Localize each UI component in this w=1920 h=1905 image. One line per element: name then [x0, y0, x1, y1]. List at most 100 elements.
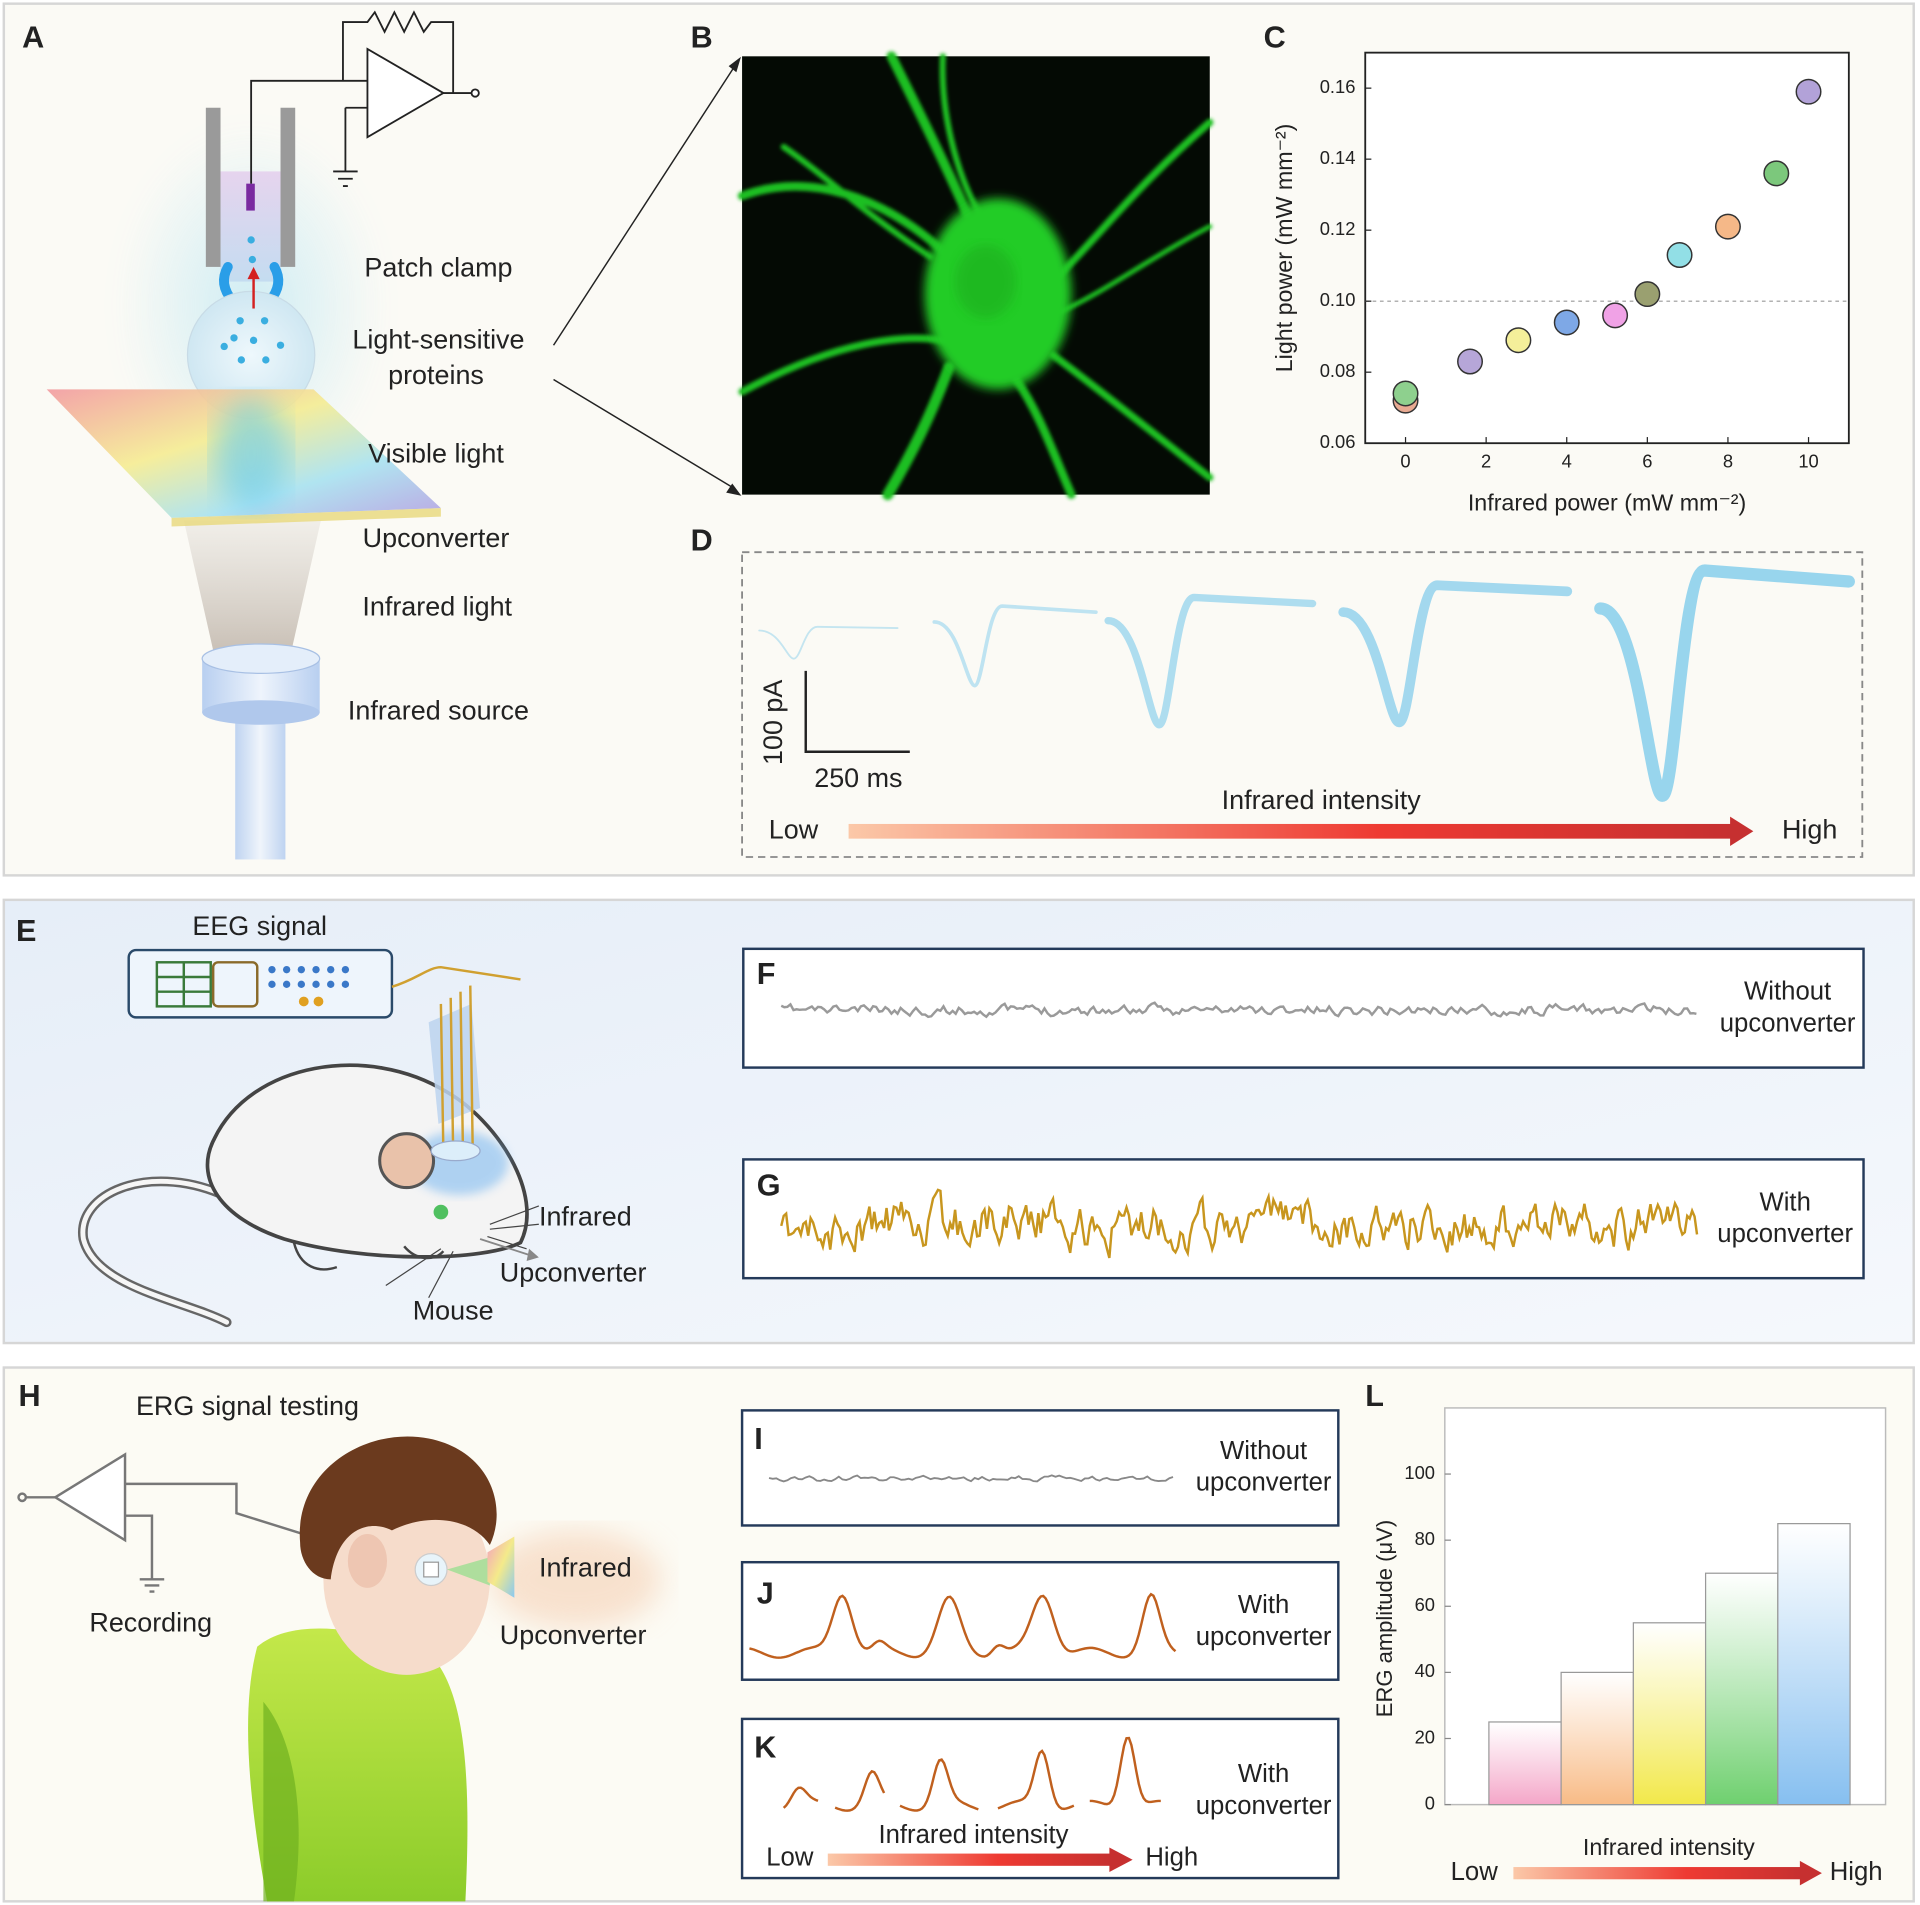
decor-circle [298, 996, 309, 1007]
y-tick-label: 20 [1415, 1726, 1435, 1747]
y-tick-label: 40 [1415, 1660, 1435, 1681]
decor-polygon [526, 1248, 539, 1262]
label: Upconverter [500, 1258, 647, 1288]
point [1602, 302, 1629, 329]
decor-path [156, 962, 211, 1007]
label: Infrared source [348, 696, 529, 726]
erg-trace [1089, 1736, 1161, 1806]
decor-g [220, 236, 285, 364]
decor-path [250, 79, 368, 184]
decor-circle [327, 980, 335, 989]
decor-circle [282, 980, 291, 989]
label: Infrared intensity [1222, 785, 1422, 815]
decor-ellipse [955, 244, 1017, 319]
y-tick-label: 100 [1404, 1462, 1435, 1483]
decor-ellipse [214, 397, 288, 509]
decor-rect [211, 961, 259, 1008]
decor-g [385, 1205, 540, 1299]
current-trace [1104, 593, 1317, 729]
panel-label: L [1365, 1379, 1384, 1413]
point [1634, 281, 1661, 308]
decor-line [489, 1205, 540, 1225]
decor-rect [127, 948, 394, 1019]
decor-circle [237, 356, 246, 364]
decor-circle [327, 965, 335, 974]
erg-trace [782, 1786, 819, 1809]
decor-circle [341, 980, 350, 989]
decor-line [487, 1235, 527, 1250]
panel-d-frame [741, 551, 1864, 858]
decor-path [333, 170, 358, 188]
label: Mouse [413, 1296, 494, 1326]
label: Visible light [368, 439, 504, 469]
decor-ellipse [201, 643, 321, 674]
decor-circle [378, 1132, 436, 1190]
decor-line [553, 378, 733, 488]
point [1795, 78, 1822, 105]
decor-g [268, 965, 350, 989]
legend-text: upconverter [1196, 1623, 1332, 1651]
decor-path [299, 1436, 497, 1580]
decor-circle [282, 965, 291, 974]
label: Upconverter [500, 1620, 647, 1650]
label: Patch clamp [364, 252, 512, 282]
panel-label: C [1264, 20, 1286, 54]
decor-line [552, 65, 736, 346]
legend-text: upconverter [1196, 1469, 1332, 1497]
decor-line [449, 997, 455, 1151]
decor-circle [312, 965, 320, 974]
label: Infrared [539, 1553, 632, 1583]
decor-circle [220, 342, 228, 351]
decor-polygon [171, 508, 441, 527]
decor-polygon [183, 520, 321, 662]
bar [1704, 1572, 1779, 1806]
point [1553, 309, 1580, 336]
decor-rect [235, 710, 286, 860]
panel-j-frame [740, 1560, 1340, 1681]
decor-ellipse [347, 1534, 388, 1588]
x-tick-label: 8 [1723, 451, 1733, 472]
decor-path [391, 965, 521, 988]
decor-path [1056, 224, 1213, 315]
decor-path [80, 1178, 230, 1325]
intensity-arrow [1513, 1867, 1803, 1880]
panel-label: F [757, 957, 776, 991]
current-trace [932, 604, 1098, 688]
decor-rect [280, 107, 296, 267]
decor-line [489, 1223, 539, 1230]
y-tick-label: 60 [1415, 1594, 1435, 1615]
decor-circle [341, 965, 350, 974]
decor-rect [246, 183, 255, 211]
point [1505, 327, 1532, 354]
x-axis-low: Low [1451, 1858, 1499, 1886]
decor-path [1049, 118, 1214, 286]
decor-path [886, 51, 973, 220]
decor-circle [470, 88, 480, 98]
panel-label: E [16, 914, 36, 948]
decor-circle [247, 236, 255, 244]
decor-polygon [728, 56, 741, 73]
decor-circle [268, 980, 276, 989]
label: Upconverter [363, 523, 510, 553]
decor-path [342, 10, 455, 94]
point [1763, 160, 1790, 187]
decor-path [292, 1242, 445, 1271]
x-axis-high: High [1830, 1858, 1883, 1886]
decor-g [439, 985, 474, 1151]
decor-polygon [487, 1536, 515, 1598]
decor-path [780, 143, 934, 261]
decor-line [428, 1250, 454, 1299]
y-tick-label: 0.16 [1320, 76, 1356, 97]
bar [1488, 1721, 1562, 1806]
decor-path [263, 1701, 299, 1902]
point [1666, 242, 1693, 268]
legend-text: upconverter [1720, 1010, 1856, 1038]
x-axis-label: Infrared intensity [1583, 1834, 1755, 1860]
erg-illustration [17, 1436, 662, 1902]
legend-text: With [1238, 1760, 1289, 1788]
decor-polygon [366, 47, 446, 139]
x-tick-label: 4 [1562, 451, 1572, 472]
y-axis-label: ERG amplitude (μV) [1372, 1520, 1397, 1717]
decor-ellipse [323, 1483, 490, 1675]
